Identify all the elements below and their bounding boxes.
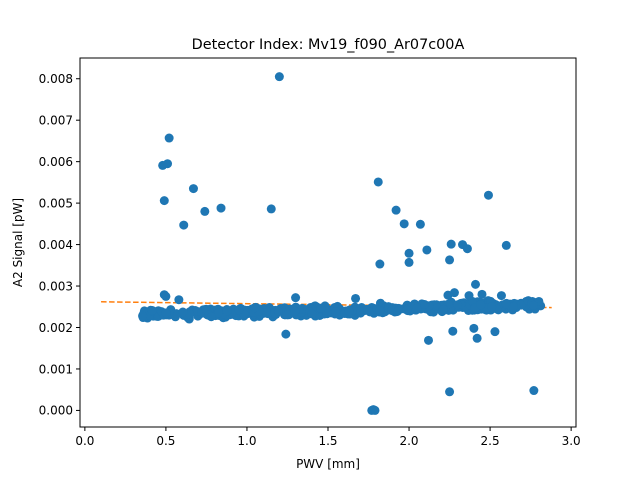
- data-point: [200, 206, 210, 216]
- data-point: [449, 288, 459, 298]
- data-point: [404, 257, 414, 267]
- data-point: [423, 335, 433, 345]
- data-point: [164, 133, 174, 143]
- data-point: [496, 291, 506, 301]
- data-point: [161, 291, 171, 301]
- data-point: [375, 259, 385, 269]
- data-point: [477, 289, 487, 299]
- data-point: [490, 327, 500, 337]
- cluster-point: [307, 309, 317, 319]
- data-point: [529, 386, 539, 396]
- data-point: [159, 196, 169, 206]
- y-axis-ticks: 0.000 0.001 0.002 0.003 0.004 0.005 0.006 0.007…: [39, 72, 80, 418]
- cluster-point: [431, 300, 441, 310]
- y-tick-label: 0.004: [39, 238, 73, 252]
- data-point: [464, 291, 474, 301]
- cluster-point: [261, 307, 271, 317]
- cluster-point: [331, 307, 341, 317]
- data-point: [445, 255, 455, 265]
- x-tick-label: 0.5: [156, 434, 175, 448]
- data-point: [501, 240, 511, 250]
- cluster-point: [412, 303, 422, 313]
- data-point: [448, 326, 458, 336]
- data-point: [266, 204, 276, 214]
- cluster-point: [282, 310, 292, 320]
- cluster-point: [420, 299, 430, 309]
- cluster-point: [161, 308, 171, 318]
- data-point: [483, 190, 493, 200]
- cluster-point: [487, 302, 497, 312]
- data-point: [188, 184, 198, 194]
- data-point: [422, 245, 432, 255]
- data-point: [415, 219, 425, 229]
- cluster-point: [178, 307, 188, 317]
- y-tick-label: 0.007: [39, 113, 73, 127]
- cluster-point: [365, 307, 375, 317]
- y-axis-label: A2 Signal [pW]: [11, 198, 25, 287]
- cluster-point: [501, 299, 511, 309]
- cluster-point: [402, 305, 412, 315]
- cluster-point: [316, 303, 326, 313]
- data-point: [446, 239, 456, 249]
- cluster-point: [222, 306, 232, 316]
- data-point: [469, 323, 479, 333]
- cluster-point: [322, 309, 332, 319]
- x-tick-label: 2.0: [399, 434, 418, 448]
- x-tick-label: 1.5: [318, 434, 337, 448]
- cluster-point: [528, 300, 538, 310]
- data-point: [216, 203, 226, 213]
- data-point: [471, 279, 481, 289]
- cluster-point: [147, 305, 157, 315]
- data-point: [445, 387, 455, 397]
- data-point: [179, 220, 189, 230]
- data-point: [391, 205, 401, 215]
- data-point: [462, 244, 472, 254]
- cluster-point: [138, 311, 148, 321]
- dense-cluster-layer: [138, 296, 546, 324]
- chart-title: Detector Index: Mv19_f090_Ar07c00A: [192, 37, 465, 53]
- cluster-point: [375, 305, 385, 315]
- y-tick-label: 0.002: [39, 321, 73, 335]
- data-points-layer: [158, 72, 539, 415]
- y-tick-label: 0.003: [39, 279, 73, 293]
- data-point: [370, 405, 380, 415]
- y-tick-label: 0.000: [39, 404, 73, 418]
- y-tick-label: 0.006: [39, 155, 73, 169]
- data-point: [472, 333, 482, 343]
- cluster-point: [250, 303, 260, 313]
- cluster-point: [393, 306, 403, 316]
- data-point: [274, 72, 284, 82]
- y-tick-label: 0.005: [39, 196, 73, 210]
- data-point: [351, 293, 361, 303]
- cluster-point: [185, 309, 195, 319]
- x-tick-label: 3.0: [562, 434, 581, 448]
- cluster-point: [273, 306, 283, 316]
- y-tick-label: 0.001: [39, 362, 73, 376]
- x-axis-ticks: 0.0 0.5 1.0 1.5 2.0 2.5 3.0: [75, 427, 581, 448]
- cluster-point: [234, 305, 244, 315]
- data-point: [373, 177, 383, 187]
- data-point: [281, 329, 291, 339]
- cluster-point: [344, 306, 354, 316]
- data-point: [291, 293, 301, 303]
- data-point: [174, 295, 184, 305]
- x-tick-label: 2.5: [481, 434, 500, 448]
- data-point: [399, 219, 409, 229]
- cluster-point: [290, 306, 300, 316]
- cluster-point: [453, 300, 463, 310]
- cluster-point: [354, 305, 364, 315]
- cluster-point: [508, 302, 518, 312]
- data-point: [404, 248, 414, 258]
- x-axis-label: PWV [mm]: [296, 457, 360, 471]
- y-tick-label: 0.008: [39, 72, 73, 86]
- cluster-point: [206, 312, 216, 322]
- x-tick-label: 1.0: [237, 434, 256, 448]
- data-point: [158, 160, 168, 170]
- x-tick-label: 0.0: [75, 434, 94, 448]
- cluster-point: [438, 304, 448, 314]
- cluster-point: [214, 308, 224, 318]
- cluster-point: [476, 300, 486, 310]
